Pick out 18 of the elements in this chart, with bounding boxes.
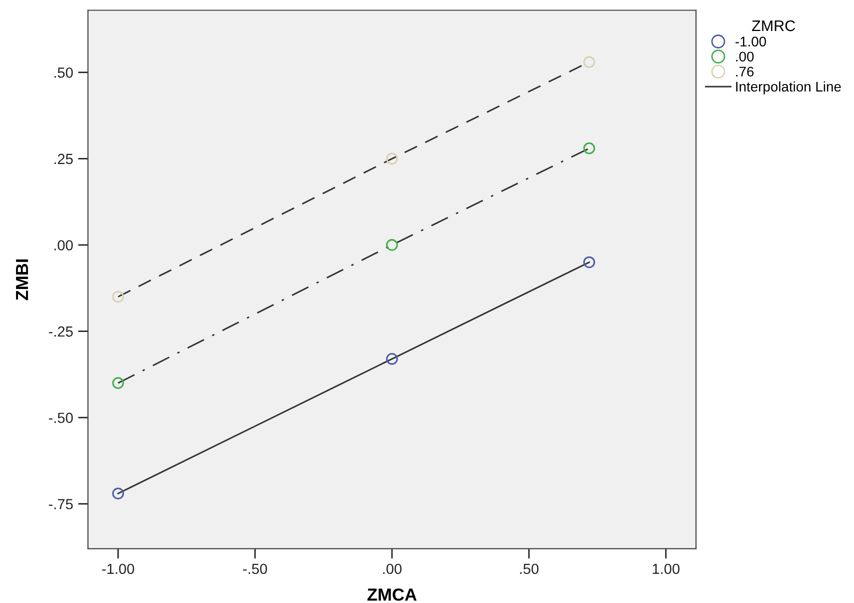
y-tick-label: -.75: [48, 499, 73, 510]
y-tick-label: -.25: [48, 326, 73, 337]
x-tick-label: -1.00: [102, 564, 134, 574]
legend-label: .00: [736, 52, 754, 62]
x-tick-label: .00: [383, 564, 402, 574]
y-tick-label: .25: [54, 154, 73, 164]
x-tick-label: .50: [520, 564, 538, 574]
legend-label: .76: [736, 66, 754, 77]
legend-title: ZMRC: [752, 20, 796, 32]
y-tick-label: .50: [54, 67, 73, 78]
x-axis-title: ZMCA: [367, 588, 417, 601]
x-tick-label: -.50: [243, 564, 268, 574]
legend-label: Interpolation Line: [736, 81, 841, 94]
legend-label: -1.00: [736, 36, 766, 46]
y-tick-label: -.50: [48, 412, 73, 423]
y-axis-title: ZMBI: [16, 259, 28, 300]
x-tick-label: 1.00: [652, 564, 680, 574]
y-tick-label: .00: [54, 240, 73, 250]
